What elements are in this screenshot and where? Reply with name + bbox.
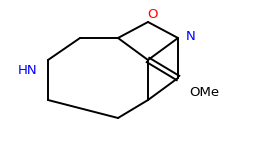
Text: OMe: OMe xyxy=(189,87,219,99)
Text: N: N xyxy=(186,29,196,42)
Text: O: O xyxy=(148,9,158,21)
Text: HN: HN xyxy=(18,64,38,77)
